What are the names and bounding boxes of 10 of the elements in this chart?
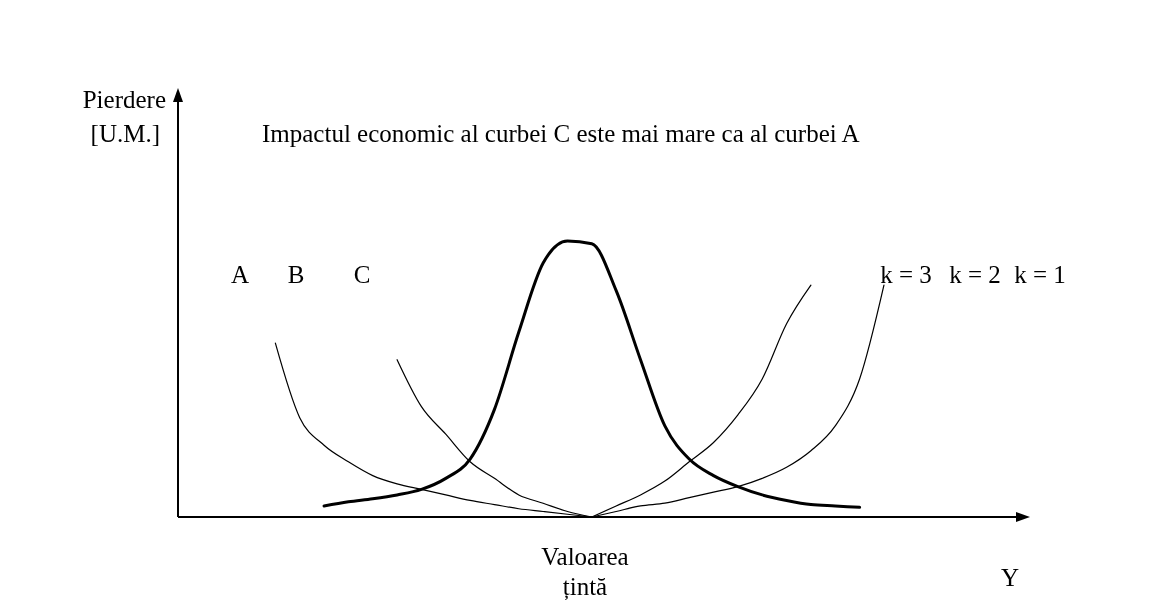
annotation: k = 2 (949, 261, 1001, 288)
x-axis-title: Y (1000, 564, 1020, 591)
annotation: k = 3 (880, 261, 932, 288)
chart-title: Impactul economic al curbei C este mai mare ca al curbei A (262, 120, 860, 147)
annotation: A (230, 261, 250, 288)
annotation: k = 1 (1014, 261, 1066, 288)
annotation: B (287, 261, 305, 288)
annotation: C (353, 261, 371, 288)
y-axis-title: Pierdere [U.M.] (82, 86, 166, 147)
text: Valoarea țintă (541, 543, 629, 601)
